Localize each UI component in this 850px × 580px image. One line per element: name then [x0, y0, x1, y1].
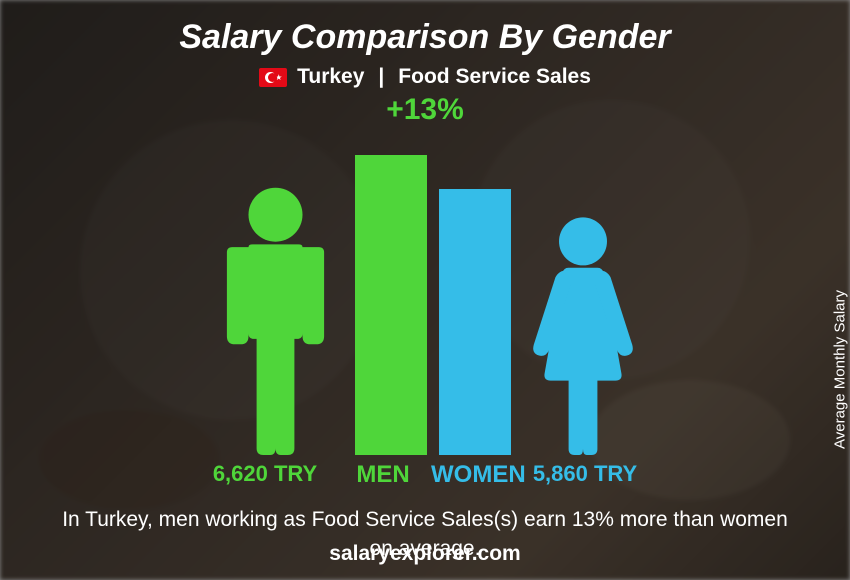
subtitle-separator: | [378, 65, 384, 89]
man-column [208, 185, 343, 455]
labels-row: 6,620 TRY MEN WOMEN 5,860 TRY [115, 461, 735, 489]
men-bar [355, 155, 427, 455]
woman-column [523, 215, 643, 455]
job-label: Food Service Sales [398, 65, 591, 89]
turkey-flag-icon: ★ [259, 68, 287, 87]
men-bar-wrap [355, 95, 427, 455]
women-bar-wrap [439, 95, 511, 455]
women-bar [439, 189, 511, 455]
pct-diff-label: +13% [386, 93, 464, 127]
subtitle-row: ★ Turkey | Food Service Sales [259, 65, 591, 89]
men-label: MEN [347, 461, 419, 489]
women-label: WOMEN [431, 461, 503, 489]
country-label: Turkey [297, 65, 364, 89]
chart-area: +13% [115, 95, 735, 455]
woman-icon [523, 215, 643, 455]
man-icon [208, 185, 343, 455]
women-salary: 5,860 TRY [515, 461, 655, 489]
page-title: Salary Comparison By Gender [179, 18, 670, 57]
men-salary: 6,620 TRY [195, 461, 335, 489]
footer-source: salaryexplorer.com [0, 542, 850, 566]
infographic-container: Salary Comparison By Gender ★ Turkey | F… [0, 0, 850, 580]
y-axis-label: Average Monthly Salary [832, 290, 849, 449]
